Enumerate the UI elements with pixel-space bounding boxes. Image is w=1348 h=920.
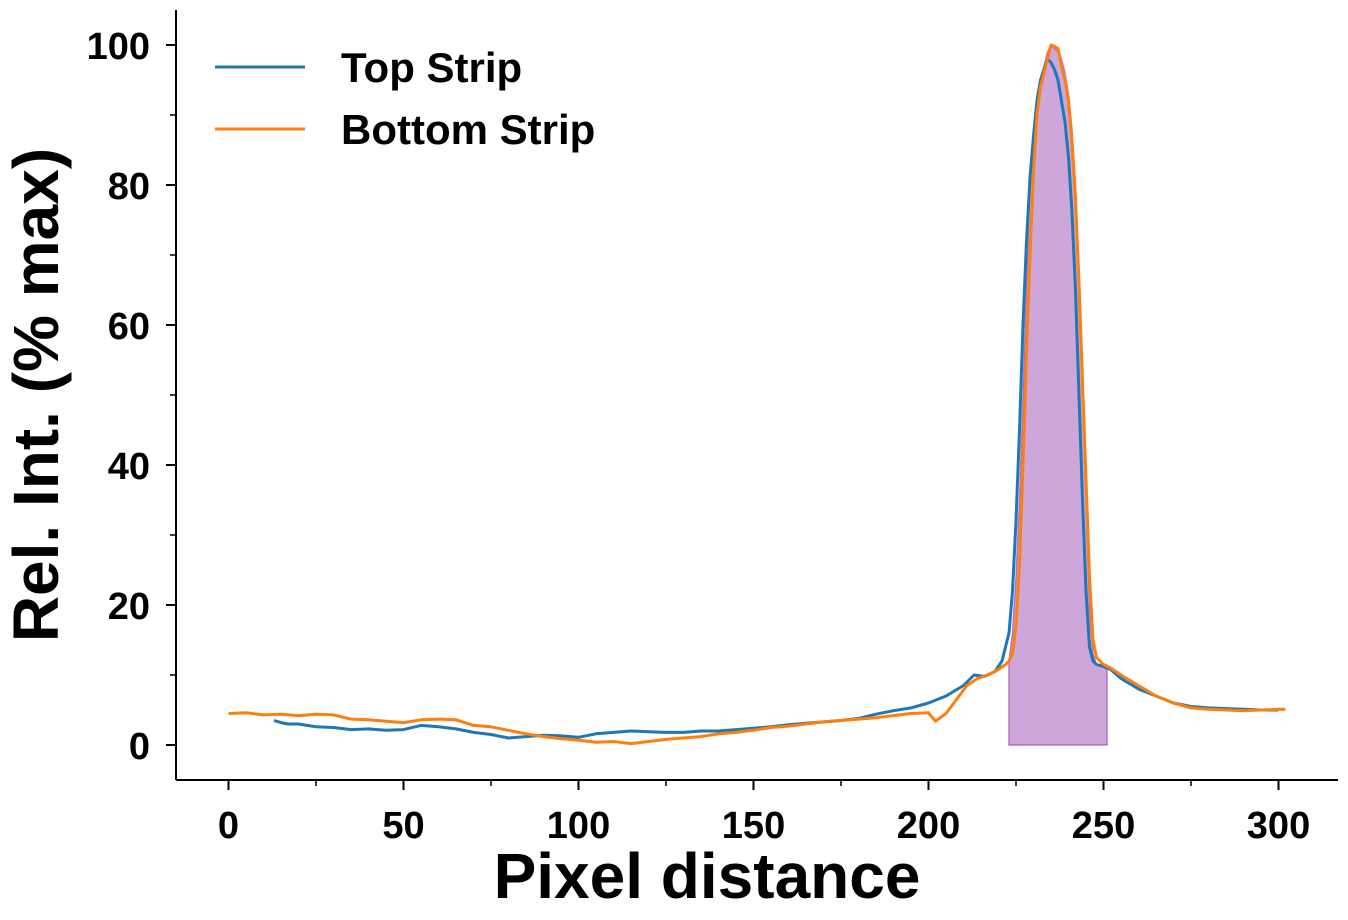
series-line-top-strip — [273, 57, 1279, 740]
x-tick-label: 100 — [547, 805, 610, 847]
x-axis-title: Pixel distance — [494, 840, 921, 912]
y-tick-label: 20 — [108, 586, 150, 628]
y-tick-label: 40 — [108, 446, 150, 488]
x-tick-label: 250 — [1072, 805, 1135, 847]
axes: 0 50 100 150 200 250 300 0 20 40 60 80 100 — [87, 10, 1338, 847]
x-tick-label: 300 — [1247, 805, 1310, 847]
x-tick-label: 0 — [218, 805, 239, 847]
legend: Top Strip Bottom Strip — [215, 44, 595, 153]
y-axis-title: Rel. Int. (% max) — [0, 148, 72, 642]
series-lines — [228, 43, 1286, 746]
legend-label: Top Strip — [341, 44, 522, 91]
x-tick-label: 150 — [722, 805, 785, 847]
y-tick-label: 80 — [108, 166, 150, 208]
y-tick-label: 0 — [129, 726, 150, 768]
y-tick-label: 60 — [108, 306, 150, 348]
series-line-bottom-strip — [228, 43, 1286, 746]
x-tick-label: 200 — [897, 805, 960, 847]
y-tick-label: 100 — [87, 26, 150, 68]
legend-label: Bottom Strip — [341, 106, 595, 153]
x-tick-label: 50 — [382, 805, 424, 847]
